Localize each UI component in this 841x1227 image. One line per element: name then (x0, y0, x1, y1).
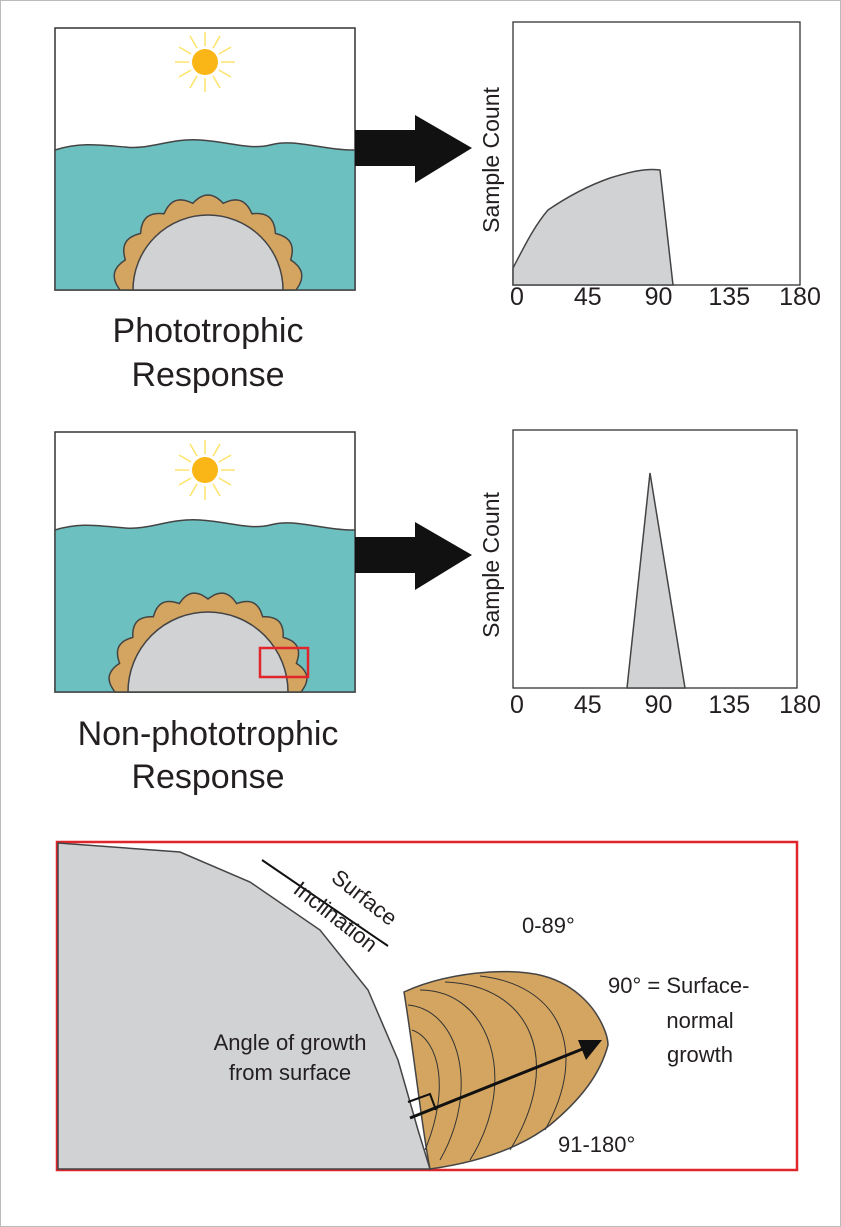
illustration-1 (54, 27, 356, 291)
sun-ray (218, 454, 232, 463)
x-tick-label: 180 (779, 283, 821, 311)
sun (192, 457, 218, 483)
y-label: Sample Count (478, 87, 504, 233)
sun-ray (178, 69, 192, 78)
x-tick-label: 45 (574, 283, 602, 311)
sun-ray (218, 46, 232, 55)
label: normal (666, 1008, 733, 1033)
sun-ray (212, 75, 221, 89)
label: Angle of growth (214, 1030, 367, 1055)
sun-ray (189, 483, 198, 497)
distribution (512, 168, 674, 286)
distribution (626, 472, 686, 689)
label: from surface (229, 1060, 351, 1085)
label: 90° = Surface- (608, 973, 750, 998)
caption: Response (131, 356, 284, 394)
sun-ray (189, 35, 198, 49)
plot-1: Sample Count 0 45 90 135 180 (478, 21, 821, 311)
illustration-2 (54, 431, 356, 693)
x-tick-label: 135 (708, 283, 750, 311)
caption: Phototrophic (113, 312, 304, 350)
sun-ray (178, 46, 192, 55)
sun-ray (189, 75, 198, 89)
sun (192, 49, 218, 75)
plot-2: Sample Count 0 45 90 135 180 (478, 429, 821, 719)
label: 91-180° (558, 1132, 635, 1157)
caption: Response (131, 758, 284, 796)
sun-ray (212, 443, 221, 457)
label: 0-89° (522, 913, 575, 938)
sun-ray (218, 477, 232, 486)
sun-ray (218, 69, 232, 78)
x-tick-label: 180 (779, 691, 821, 719)
sun-ray (189, 443, 198, 457)
arrow (355, 522, 472, 590)
x-tick-label: 90 (645, 691, 673, 719)
label: growth (667, 1042, 733, 1067)
x-tick-label: 0 (510, 691, 524, 719)
x-tick-label: 90 (645, 283, 673, 311)
sun-ray (212, 483, 221, 497)
arrow (355, 115, 472, 183)
sun-ray (212, 35, 221, 49)
x-tick-label: 135 (708, 691, 750, 719)
y-label: Sample Count (478, 492, 504, 638)
detail: Surface Inclination 0-89° 90° = Surface-… (55, 840, 799, 1172)
x-tick-label: 0 (510, 283, 524, 311)
caption: Non-phototrophic (78, 715, 339, 753)
x-tick-label: 45 (574, 691, 602, 719)
sun-ray (178, 477, 192, 486)
sun-ray (178, 454, 192, 463)
